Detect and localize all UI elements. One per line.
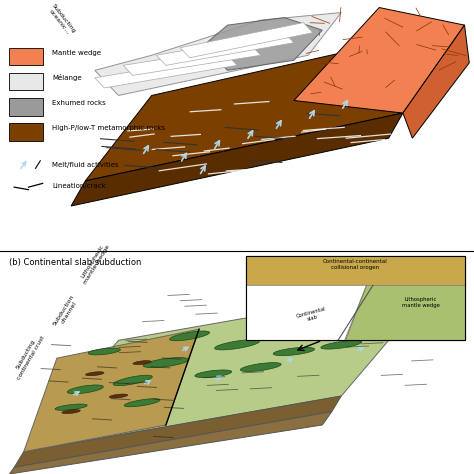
Text: Lithospheric
mantle wedge: Lithospheric mantle wedge bbox=[402, 297, 440, 308]
Ellipse shape bbox=[62, 410, 80, 414]
Ellipse shape bbox=[109, 394, 128, 398]
Text: Subducting
continental crust: Subducting continental crust bbox=[11, 332, 46, 381]
Text: Mantle wedge: Mantle wedge bbox=[52, 50, 101, 56]
Polygon shape bbox=[294, 8, 465, 113]
Polygon shape bbox=[156, 33, 294, 65]
Ellipse shape bbox=[88, 348, 120, 355]
Polygon shape bbox=[14, 396, 341, 467]
Polygon shape bbox=[71, 113, 403, 206]
Polygon shape bbox=[24, 329, 199, 452]
Text: Mélange: Mélange bbox=[52, 74, 82, 82]
Polygon shape bbox=[246, 285, 366, 340]
Ellipse shape bbox=[253, 317, 297, 328]
Polygon shape bbox=[403, 25, 469, 138]
Text: Subduction
channel: Subduction channel bbox=[52, 293, 81, 329]
Ellipse shape bbox=[67, 385, 103, 394]
Ellipse shape bbox=[170, 331, 210, 341]
Ellipse shape bbox=[195, 370, 232, 378]
Ellipse shape bbox=[215, 340, 259, 350]
Polygon shape bbox=[95, 55, 237, 88]
Polygon shape bbox=[345, 285, 465, 340]
Ellipse shape bbox=[113, 375, 152, 386]
Text: High-P/low-T metamorphic rocks: High-P/low-T metamorphic rocks bbox=[52, 125, 165, 131]
Ellipse shape bbox=[55, 404, 87, 410]
Ellipse shape bbox=[133, 361, 151, 365]
Ellipse shape bbox=[321, 340, 362, 349]
Text: (b) Continental slab subduction: (b) Continental slab subduction bbox=[9, 258, 142, 267]
Text: Melt/fluid activities: Melt/fluid activities bbox=[52, 162, 119, 167]
Text: Lithospheric
mantle wedge: Lithospheric mantle wedge bbox=[78, 241, 111, 284]
Ellipse shape bbox=[240, 363, 281, 372]
Text: Continental-continental
collisional orogen: Continental-continental collisional orog… bbox=[323, 259, 388, 270]
Ellipse shape bbox=[347, 313, 392, 323]
Polygon shape bbox=[24, 284, 436, 452]
Ellipse shape bbox=[124, 399, 160, 407]
Bar bbox=[9, 98, 43, 116]
Polygon shape bbox=[85, 25, 465, 181]
Text: Continental
slab: Continental slab bbox=[296, 306, 328, 324]
Bar bbox=[9, 123, 43, 141]
Bar bbox=[9, 73, 43, 91]
Bar bbox=[9, 48, 43, 65]
Polygon shape bbox=[9, 411, 332, 474]
Text: Lineation/crack: Lineation/crack bbox=[52, 183, 106, 190]
Bar bbox=[246, 255, 465, 285]
Ellipse shape bbox=[273, 347, 315, 356]
Text: Exhumed rocks: Exhumed rocks bbox=[52, 100, 106, 106]
Bar bbox=[246, 255, 465, 340]
Polygon shape bbox=[123, 45, 261, 75]
Polygon shape bbox=[180, 23, 313, 58]
Bar bbox=[246, 255, 465, 340]
Polygon shape bbox=[95, 13, 341, 95]
Ellipse shape bbox=[143, 357, 189, 368]
Ellipse shape bbox=[86, 372, 104, 376]
Ellipse shape bbox=[295, 324, 340, 334]
Text: Subducting
oceanic...: Subducting oceanic... bbox=[46, 3, 77, 37]
Polygon shape bbox=[204, 18, 322, 70]
